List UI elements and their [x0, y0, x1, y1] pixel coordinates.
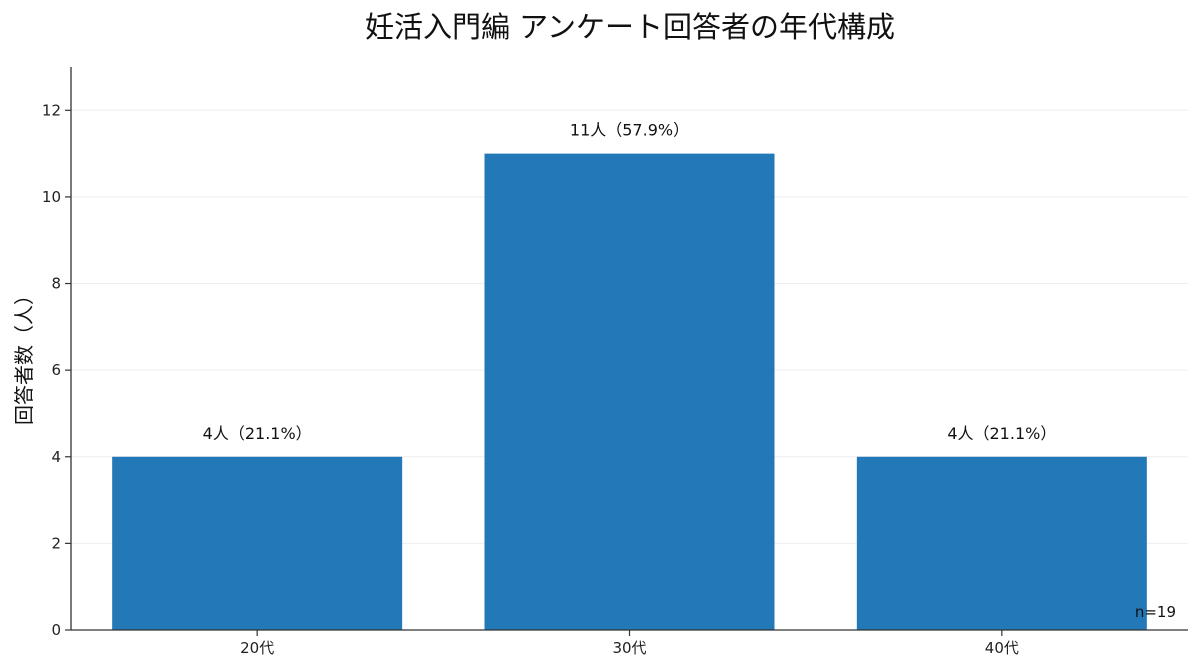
- y-axis-label: 回答者数（人）: [12, 285, 36, 425]
- y-tick-label: 10: [42, 188, 61, 206]
- bar-2: [484, 153, 775, 630]
- y-tick-label: 2: [51, 534, 61, 552]
- y-tick-label: 4: [51, 448, 61, 466]
- y-tick-label: 8: [51, 275, 61, 293]
- bar-value-label: 4人（21.1%）: [947, 424, 1056, 443]
- y-ticks: 0 2 4 6 8 10 12: [42, 101, 71, 639]
- bars: [112, 153, 1147, 630]
- y-tick-label: 6: [51, 361, 61, 379]
- bar-3: [856, 456, 1147, 630]
- sample-size-annotation: n=19: [1135, 603, 1176, 621]
- chart-title: 妊活入門編 アンケート回答者の年代構成: [365, 10, 895, 44]
- x-tick-label: 20代: [240, 639, 274, 657]
- y-tick-label: 0: [51, 621, 61, 639]
- x-ticks: 20代 30代 40代: [240, 630, 1019, 657]
- data-labels: 4人（21.1%） 11人（57.9%） 4人（21.1%）: [203, 121, 1057, 443]
- x-tick-label: 30代: [612, 639, 646, 657]
- bar-value-label: 4人（21.1%）: [203, 424, 312, 443]
- y-tick-label: 12: [42, 101, 61, 119]
- bar-1: [112, 456, 403, 630]
- x-tick-label: 40代: [985, 639, 1019, 657]
- bar-value-label: 11人（57.9%）: [570, 121, 689, 140]
